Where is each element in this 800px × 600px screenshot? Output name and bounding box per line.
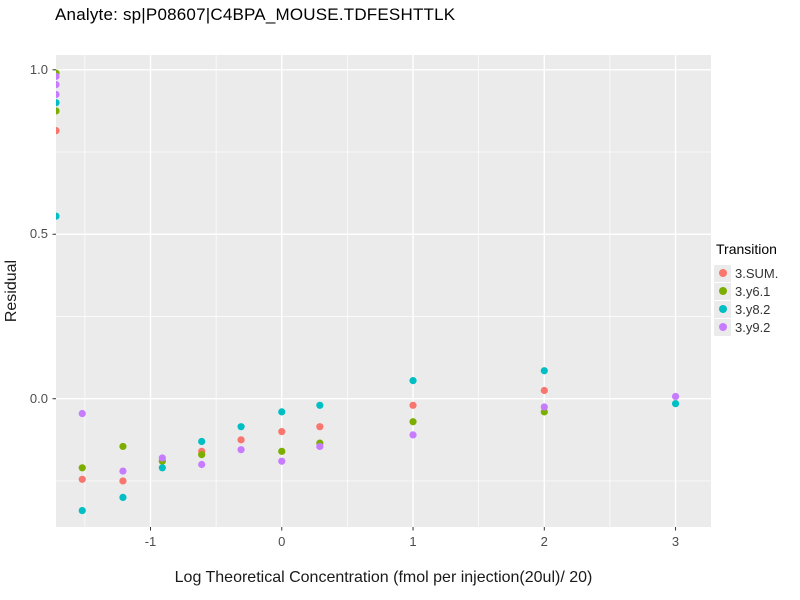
legend-item: 3.SUM. [714, 264, 800, 282]
legend-key [714, 282, 731, 300]
legend-item-label: 3.y8.2 [735, 301, 771, 317]
legend-item-label: 3.y6.1 [735, 283, 771, 299]
legend-item-label: 3.y9.2 [735, 319, 771, 335]
x-tick-label: 2 [540, 534, 548, 549]
legend-item: 3.y9.2 [714, 318, 800, 336]
legend-key [714, 300, 731, 318]
series-dot-icon [718, 287, 727, 295]
x-tick-label: 0 [278, 534, 286, 549]
legend-item: 3.y8.2 [714, 300, 800, 318]
y-tick-label: 0.0 [29, 390, 48, 406]
x-tick-label: 1 [409, 534, 417, 549]
y-tick-label: 0.5 [29, 226, 48, 242]
y-tick-label: 1.0 [29, 61, 48, 77]
x-tick-label: -1 [144, 534, 157, 549]
page-title: Analyte: sp|P08607|C4BPA_MOUSE.TDFESHTTL… [55, 5, 456, 24]
legend-item: 3.y6.1 [714, 282, 800, 300]
series-dot-icon [718, 305, 727, 313]
x-axis-title: Log Theoretical Concentration (fmol per … [174, 569, 593, 586]
legend-key [714, 318, 731, 336]
legend: Transition 3.SUM. 3.y6.1 3.y8.2 3.y9.2 [714, 241, 800, 336]
legend-key [714, 264, 731, 282]
series-dot-icon [718, 269, 727, 277]
x-tick-label: 3 [671, 534, 680, 549]
series-dot-icon [718, 323, 727, 331]
legend-title: Transition [716, 241, 777, 257]
y-axis-title: Residual [3, 259, 20, 323]
legend-item-label: 3.SUM. [735, 265, 779, 281]
